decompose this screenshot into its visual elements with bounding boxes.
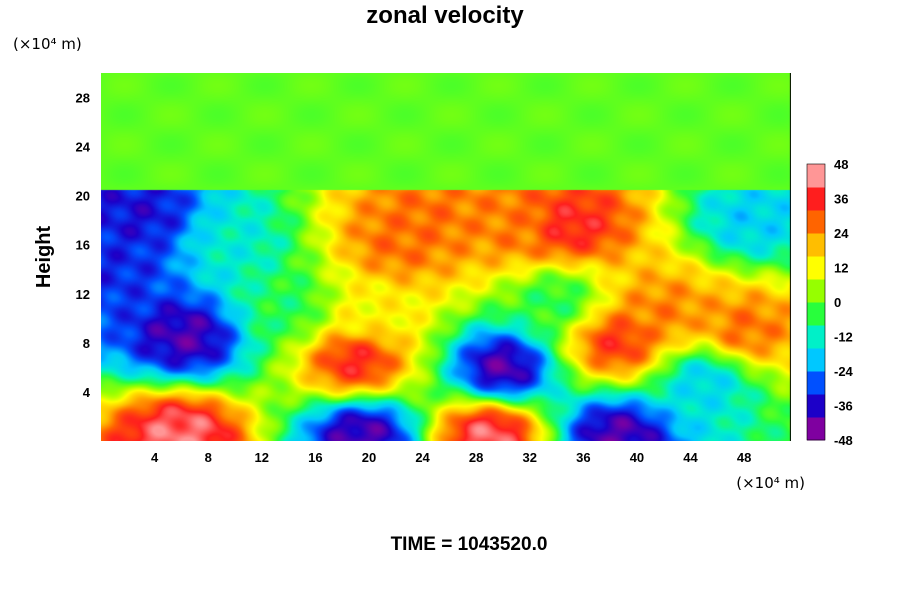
colorbar-swatch: [807, 394, 825, 418]
colorbar-tick-label: -12: [834, 330, 853, 345]
y-tick-label: 16: [76, 238, 90, 253]
colorbar-tick-label: -36: [834, 399, 853, 414]
colorbar-swatch: [807, 256, 825, 280]
colorbar-tick-label: 48: [834, 157, 848, 172]
y-tick-label: 12: [76, 287, 90, 302]
x-tick-label: 36: [576, 450, 590, 465]
colorbar-swatch: [807, 302, 825, 326]
colorbar-swatch: [807, 417, 825, 441]
heatmap-canvas: [101, 73, 791, 441]
colorbar-tick-label: -48: [834, 433, 853, 448]
colorbar-tick-label: 0: [834, 295, 841, 310]
y-tick-label: 4: [83, 385, 91, 400]
colorbar: 48 36 24 12 0 -12 -24 -36 -48: [806, 157, 854, 448]
y-tick-label: 20: [76, 189, 90, 204]
colorbar-tick-label: 36: [834, 192, 848, 207]
x-axis-ticks: 4 8 12 16 20 24 28 32 36 40 44 48: [151, 450, 751, 465]
x-tick-label: 8: [205, 450, 212, 465]
time-label: TIME = 1043520.0: [391, 534, 548, 555]
colorbar-tick-label: 24: [834, 226, 849, 241]
y-tick-label: 28: [76, 91, 90, 106]
y-unit-label: (×10⁴ m): [13, 35, 82, 53]
colorbar-swatch: [807, 210, 825, 234]
x-tick-label: 4: [151, 450, 159, 465]
x-tick-label: 20: [362, 450, 376, 465]
colorbar-swatch: [807, 187, 825, 211]
y-tick-label: 8: [83, 336, 90, 351]
x-tick-label: 28: [469, 450, 483, 465]
x-tick-label: 48: [737, 450, 751, 465]
colorbar-swatch: [807, 371, 825, 395]
x-tick-label: 44: [683, 450, 698, 465]
colorbar-swatch: [807, 279, 825, 303]
heatmap-plot-area: [101, 73, 791, 441]
colorbar-frame: [806, 163, 826, 441]
x-tick-label: 16: [308, 450, 322, 465]
chart-title: zonal velocity: [366, 2, 524, 29]
x-tick-label: 12: [255, 450, 269, 465]
x-tick-label: 32: [523, 450, 537, 465]
colorbar-tick-label: -24: [834, 364, 854, 379]
y-axis-label: Height: [33, 226, 55, 289]
colorbar-tick-label: 12: [834, 261, 848, 276]
x-unit-label: (×10⁴ m): [736, 474, 805, 492]
colorbar-swatch: [807, 233, 825, 257]
colorbar-swatch: [807, 164, 825, 188]
y-tick-label: 24: [76, 140, 91, 155]
colorbar-swatch: [807, 325, 825, 349]
x-tick-label: 24: [415, 450, 430, 465]
colorbar-swatch: [807, 348, 825, 372]
y-axis-ticks: 4 8 12 16 20 24 28: [76, 91, 91, 400]
x-tick-label: 40: [630, 450, 644, 465]
